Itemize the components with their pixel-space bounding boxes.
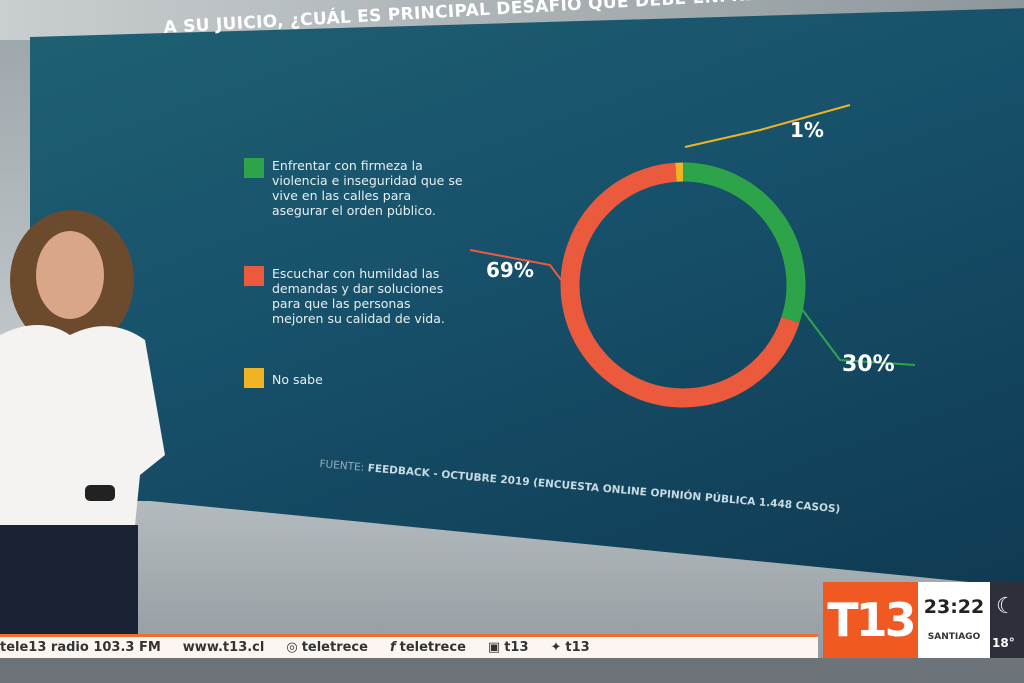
leader-line-1 [469,249,566,286]
donut-chart [469,104,916,408]
legend-swatch-yellow [244,368,264,388]
city: SANTIAGO [927,632,981,642]
legend-label: Enfrentar con firmeza la violencia e ins… [272,158,463,218]
presenter [0,210,165,665]
time: 23:22 [923,596,985,618]
legend-swatch-red [244,266,264,286]
leader-line-0 [684,104,851,148]
label-orden: 30% [842,352,895,377]
t13-logo: T13 [823,582,918,658]
news-ticker: tele13 radio 103.3 FM www.t13.cl ◎ teletr… [0,634,818,658]
legend-item-nosabe: No sabe [244,368,464,388]
ticker-youtube[interactable]: ▣ t13 [487,640,529,655]
ticker-instagram[interactable]: ◎ teletrece [286,640,368,655]
donut-slice-1 [560,162,800,408]
twitter-icon: ✦ [550,640,562,655]
instagram-icon: ◎ [286,640,298,655]
facebook-icon: f [389,640,396,655]
ticker-facebook[interactable]: f teletrece [389,640,466,655]
label-nosabe: 1% [790,118,824,142]
clock-box: 23:22 SANTIAGO [918,582,990,658]
legend-label: No sabe [272,372,323,387]
ticker-radio[interactable]: tele13 radio 103.3 FM [0,640,161,655]
label-humildad: 69% [486,258,534,282]
youtube-icon: ▣ [487,640,501,655]
weather-box: ☾ 18° [990,582,1024,658]
legend-item-humildad: Escuchar con humildad las demandas y dar… [244,266,464,326]
legend-swatch-green [244,158,264,178]
video-wall-screen [30,8,1024,588]
moon-icon: ☾ [996,594,1016,619]
studio-floor [0,658,1024,683]
temperature: 18° [992,636,1015,650]
legend-label: Escuchar con humildad las demandas y dar… [272,266,445,326]
donut-slice-0 [682,162,806,323]
leader-line-2 [794,299,916,366]
legend-item-orden: Enfrentar con firmeza la violencia e ins… [244,158,464,218]
ticker-web[interactable]: www.t13.cl [182,640,265,655]
ticker-twitter[interactable]: ✦ t13 [550,640,590,655]
